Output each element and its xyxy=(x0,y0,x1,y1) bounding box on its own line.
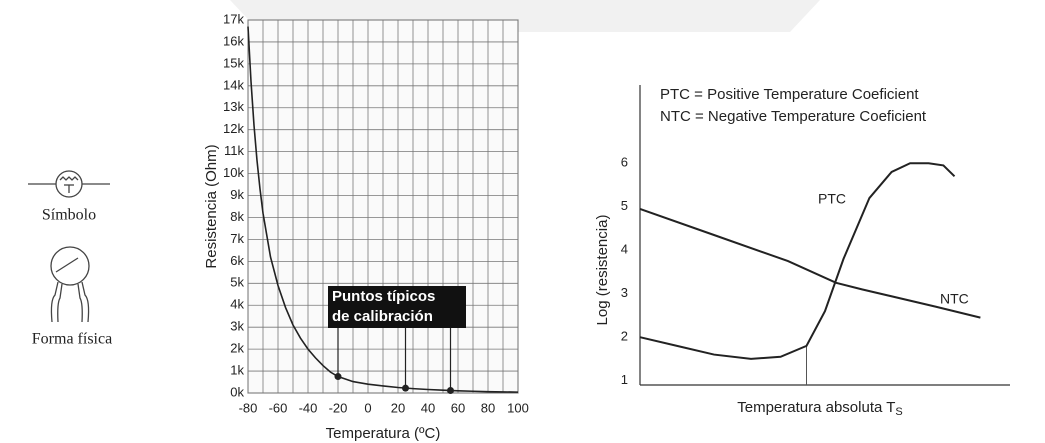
x-tick-label: -60 xyxy=(269,400,288,415)
y-tick-label: 6 xyxy=(621,155,628,170)
y-tick-label: 9k xyxy=(230,187,244,202)
y-tick-label: 6k xyxy=(230,253,244,268)
x-tick-label: -40 xyxy=(299,400,318,415)
curve xyxy=(639,162,956,360)
y-tick-label: 7k xyxy=(230,231,244,246)
physical-form-icon xyxy=(50,246,90,323)
y-tick-label: 5 xyxy=(621,198,628,213)
y-tick-label: 17k xyxy=(223,11,244,26)
annotation-text: Puntos típicos xyxy=(332,288,435,305)
symbol-icon xyxy=(28,170,110,198)
y-tick-label: 0k xyxy=(230,384,244,399)
y-tick-label: 2 xyxy=(621,329,628,344)
annotation-box xyxy=(328,286,466,328)
y-axis-title: Log (resistencia) xyxy=(594,215,611,326)
calibration-point xyxy=(402,384,409,392)
x-tick-label: 100 xyxy=(507,400,529,415)
curve xyxy=(639,207,981,319)
x-axis-title: Temperatura (ºC) xyxy=(326,425,441,442)
symbol-label: Símbolo xyxy=(42,207,96,224)
x-tick-label: 0 xyxy=(364,400,371,415)
x-tick-label: 60 xyxy=(451,400,465,415)
x-tick-label: -80 xyxy=(239,400,258,415)
y-axis-title: Resistencia (Ohm) xyxy=(203,144,220,268)
form-label: Forma física xyxy=(32,331,112,348)
y-tick-label: 11k xyxy=(224,143,244,158)
y-tick-label: 13k xyxy=(223,99,244,114)
legend-text: PTC = Positive Temperature Coeficient xyxy=(660,86,919,103)
series-label: NTC xyxy=(940,291,969,307)
x-tick-label: -20 xyxy=(329,400,348,415)
y-tick-label: 8k xyxy=(230,209,244,224)
annotation-text: de calibración xyxy=(332,308,433,325)
y-tick-label: 10k xyxy=(223,165,244,180)
y-tick-label: 16k xyxy=(223,33,244,48)
x-tick-label: 80 xyxy=(481,400,495,415)
x-tick-label: 40 xyxy=(421,400,435,415)
y-tick-label: 14k xyxy=(223,77,244,92)
y-tick-label: 15k xyxy=(223,55,244,70)
y-tick-label: 4 xyxy=(621,242,628,257)
x-axis-title-subscript: S xyxy=(895,406,902,418)
legend-text: NTC = Negative Temperature Coeficient xyxy=(660,108,927,125)
y-tick-label: 5k xyxy=(230,275,244,290)
y-tick-label: 4k xyxy=(230,297,244,312)
y-tick-label: 1k xyxy=(230,362,244,377)
x-tick-label: 20 xyxy=(391,400,405,415)
x-axis-title: Temperatura absoluta TS xyxy=(737,399,903,418)
y-tick-label: 12k xyxy=(223,121,244,136)
calibration-point xyxy=(334,373,342,381)
y-tick-label: 3k xyxy=(230,319,244,334)
series-label: PTC xyxy=(818,191,846,207)
y-tick-label: 3 xyxy=(621,285,628,300)
x-axis-title-main: Temperatura absoluta T xyxy=(737,399,895,416)
calibration-point xyxy=(447,386,454,394)
y-tick-label: 2k xyxy=(230,341,244,356)
y-tick-label: 1 xyxy=(621,372,628,387)
